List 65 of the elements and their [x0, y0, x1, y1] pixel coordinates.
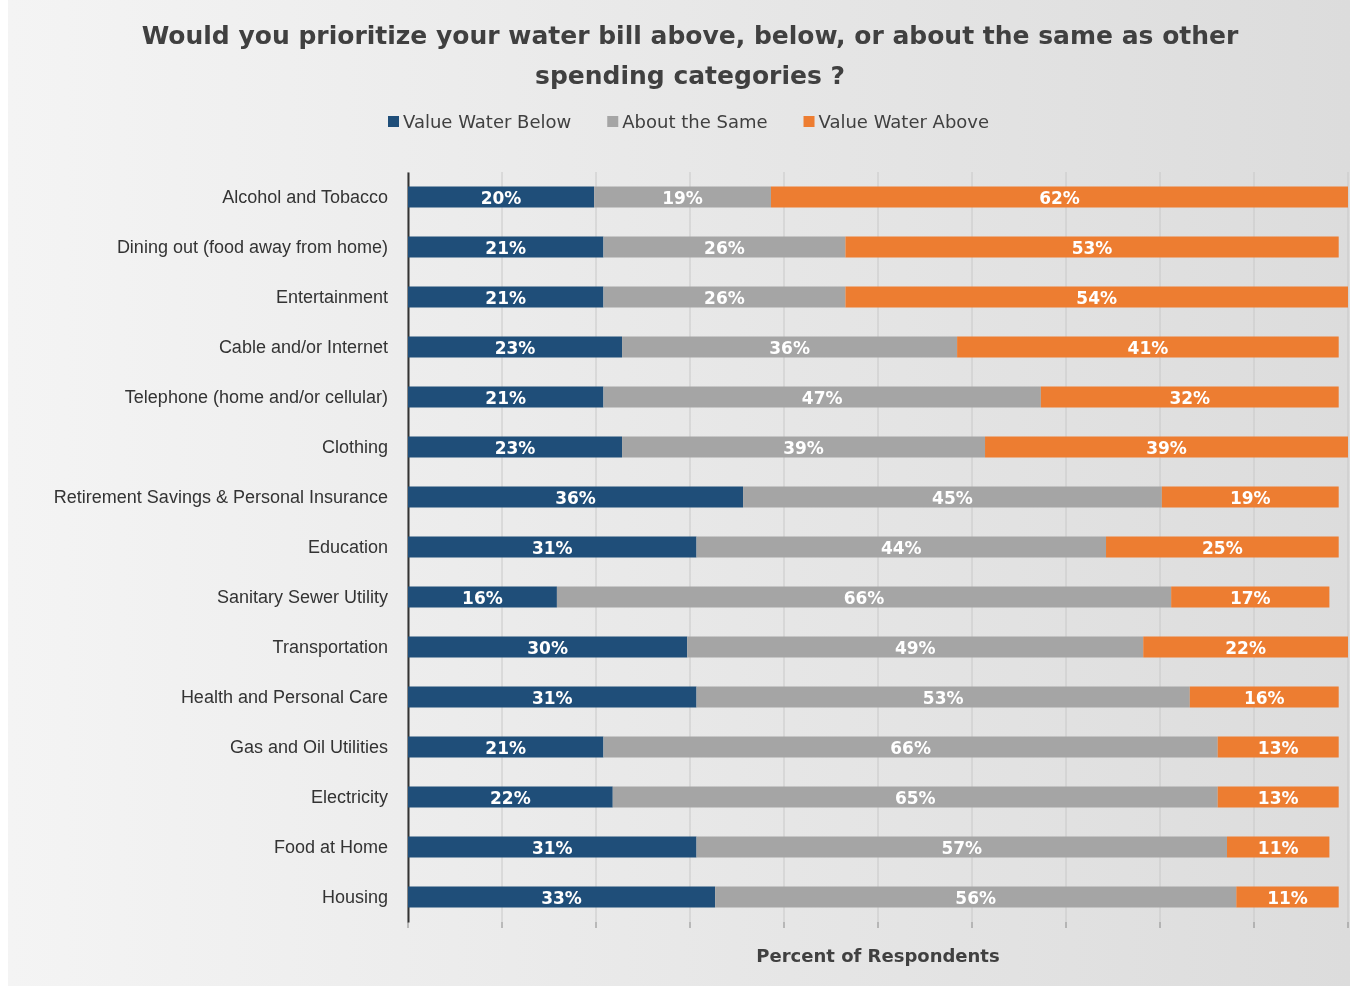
y-tick-label: Clothing: [321, 436, 388, 457]
y-tick-label: Alcohol and Tobacco: [222, 186, 388, 207]
data-label: 21%: [485, 288, 527, 308]
data-label: 44%: [880, 538, 922, 558]
y-tick-label: Electricity: [310, 786, 388, 807]
data-label: 62%: [1039, 188, 1080, 208]
y-tick-label: Retirement Savings & Personal Insurance: [53, 486, 388, 507]
legend-label: Value Water Above: [818, 111, 990, 132]
data-label: 39%: [1146, 438, 1187, 458]
data-label: 25%: [1202, 538, 1243, 558]
data-label: 30%: [527, 638, 568, 658]
data-label: 54%: [1076, 288, 1118, 308]
y-tick-label: Gas and Oil Utilities: [229, 736, 388, 757]
data-label: 66%: [890, 738, 931, 758]
data-label: 31%: [531, 688, 573, 708]
y-tick-label: Cable and/or Internet: [218, 336, 388, 357]
legend-label: Value Water Below: [403, 111, 572, 132]
data-label: 56%: [955, 888, 997, 908]
data-label: 65%: [894, 788, 936, 808]
y-tick-label: Food at Home: [273, 836, 388, 857]
y-tick-label: Telephone (home and/or cellular): [124, 386, 388, 407]
data-label: 11%: [1267, 888, 1308, 908]
y-tick-label: Education: [307, 536, 388, 557]
data-label: 57%: [941, 838, 983, 858]
data-label: 19%: [1229, 488, 1271, 508]
legend-label: About the Same: [622, 111, 768, 132]
data-label: 53%: [1071, 238, 1113, 258]
data-label: 17%: [1229, 588, 1271, 608]
data-label: 16%: [462, 588, 503, 608]
y-tick-label: Transportation: [272, 636, 388, 657]
x-axis-title: Percent of Respondents: [756, 945, 1000, 966]
data-label: 26%: [704, 288, 745, 308]
data-label: 66%: [843, 588, 885, 608]
data-label: 22%: [1225, 638, 1266, 658]
data-label: 45%: [932, 488, 973, 508]
data-label: 49%: [894, 638, 936, 658]
data-label: 31%: [531, 838, 573, 858]
data-label: 39%: [783, 438, 824, 458]
data-label: 19%: [662, 188, 703, 208]
data-label: 13%: [1257, 738, 1299, 758]
data-label: 23%: [494, 438, 536, 458]
data-label: 22%: [490, 788, 531, 808]
data-label: 47%: [801, 388, 843, 408]
data-label: 11%: [1257, 838, 1299, 858]
data-label: 21%: [485, 738, 527, 758]
y-tick-label: Sanitary Sewer Utility: [216, 586, 388, 607]
y-tick-label: Entertainment: [275, 286, 388, 307]
data-label: 13%: [1257, 788, 1299, 808]
data-label: 53%: [922, 688, 964, 708]
data-label: 36%: [769, 338, 810, 358]
data-label: 41%: [1127, 338, 1169, 358]
data-label: 21%: [485, 388, 527, 408]
y-tick-label: Health and Personal Care: [180, 686, 388, 707]
data-label: 26%: [704, 238, 745, 258]
data-label: 16%: [1243, 688, 1285, 708]
data-label: 31%: [531, 538, 573, 558]
y-tick-label: Dining out (food away from home): [116, 236, 388, 257]
data-label: 32%: [1169, 388, 1211, 408]
data-label: 33%: [541, 888, 582, 908]
data-label: 23%: [494, 338, 536, 358]
data-label: 20%: [480, 188, 522, 208]
data-label: 21%: [485, 238, 527, 258]
data-label: 36%: [555, 488, 596, 508]
y-tick-label: Housing: [321, 886, 388, 907]
chart-title: Would you prioritize your water bill above, below, or about the same as other spending categories ?: [141, 21, 1240, 90]
